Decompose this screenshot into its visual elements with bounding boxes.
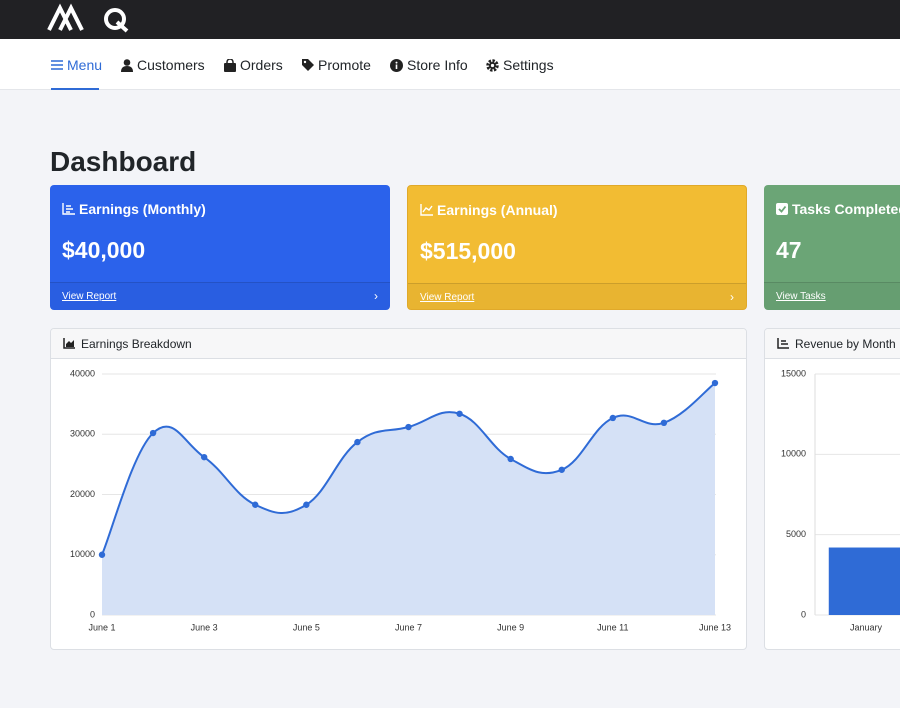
y-tick-label: 40000 [70, 368, 95, 378]
stat-card: Earnings (Monthly) $40,000 View Report › [50, 185, 390, 310]
card-value: 47 [776, 237, 802, 263]
card-value: $515,000 [420, 238, 516, 264]
bar [828, 547, 900, 615]
point [507, 455, 514, 463]
nav-item[interactable]: Store Info [390, 57, 468, 73]
card-title: Earnings (Monthly) [79, 201, 206, 217]
chart-title: Revenue by Month [795, 336, 896, 351]
point [303, 501, 310, 508]
card-title: Tasks Completed [792, 201, 900, 217]
y-tick-label: 5000 [786, 529, 806, 539]
page-title: Dashboard [50, 146, 197, 177]
nav-label: Orders [240, 57, 283, 73]
nav-item[interactable]: Customers [121, 57, 205, 73]
nav-label: Store Info [407, 57, 468, 73]
stat-card: Tasks Completed 47 View Tasks [764, 185, 900, 310]
y-tick-label: 10000 [70, 549, 95, 559]
y-tick-label: 0 [90, 609, 95, 619]
point [609, 414, 617, 422]
active-indicator [51, 88, 99, 90]
x-tick-label: June 7 [395, 622, 422, 632]
point [660, 419, 668, 427]
x-tick-label: June 9 [497, 622, 524, 632]
nav-label: Menu [67, 57, 103, 73]
x-tick-label: June 13 [699, 622, 731, 632]
card-link[interactable]: View Tasks [776, 291, 826, 302]
nav-label: Settings [503, 57, 554, 73]
y-tick-label: 0 [801, 609, 806, 619]
point [456, 410, 463, 417]
nav-bar: Menu Customers Orders Promote Store Info… [0, 39, 900, 90]
nav-item[interactable]: Promote [302, 57, 371, 73]
point [354, 438, 361, 446]
point [711, 379, 719, 387]
nav-item[interactable]: Orders [224, 57, 283, 73]
nav-item[interactable]: Menu [51, 57, 102, 73]
stat-card: Earnings (Annual) $515,000 View Report › [407, 185, 747, 310]
x-tick-label: January [850, 622, 883, 632]
card-title: Earnings (Annual) [437, 202, 558, 218]
y-tick-label: 10000 [781, 449, 806, 459]
point [252, 501, 259, 508]
point [200, 453, 208, 461]
y-tick-label: 15000 [781, 368, 806, 378]
x-tick-label: June 11 [597, 622, 628, 632]
x-tick-label: June 5 [293, 622, 320, 632]
y-tick-label: 20000 [70, 489, 95, 499]
nav-label: Customers [137, 57, 205, 73]
card-link[interactable]: View Report [420, 292, 475, 303]
point [558, 466, 565, 473]
point [149, 429, 157, 437]
x-tick-label: June 3 [191, 622, 218, 632]
logo[interactable] [45, 0, 135, 39]
nav-item[interactable]: Settings [486, 57, 554, 73]
chart-title: Earnings Breakdown [81, 336, 192, 351]
area [102, 383, 715, 615]
nav-label: Promote [318, 57, 371, 73]
top-bar [0, 0, 900, 39]
point [405, 423, 412, 431]
point [98, 551, 106, 558]
card-link[interactable]: View Report [62, 291, 117, 302]
y-tick-label: 30000 [70, 429, 95, 439]
card-value: $40,000 [62, 237, 146, 263]
x-tick-label: June 1 [88, 622, 115, 632]
